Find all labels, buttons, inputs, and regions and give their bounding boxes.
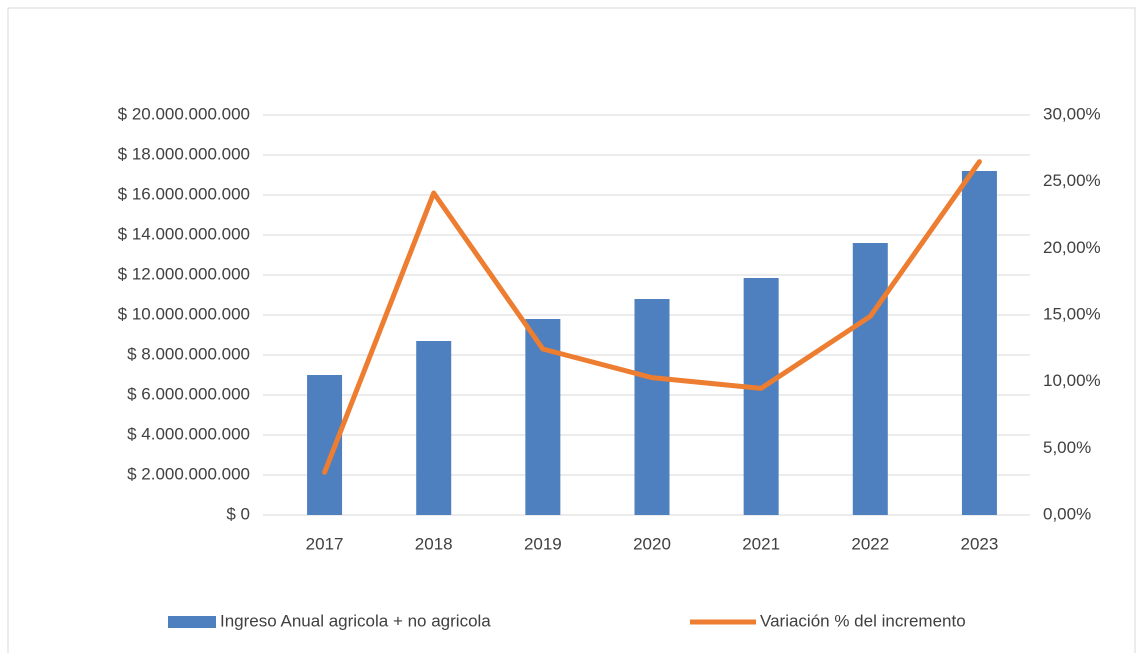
legend-swatch — [168, 616, 216, 628]
y-tick-label: $ 0 — [226, 504, 250, 523]
x-tick-label: 2022 — [851, 534, 889, 553]
y2-tick-label: 10,00% — [1043, 371, 1101, 390]
y2-tick-label: 0,00% — [1043, 504, 1091, 523]
legend-label: Variación % del incremento — [760, 611, 966, 630]
y-tick-label: $ 6.000.000.000 — [127, 384, 250, 403]
x-tick-label: 2020 — [633, 534, 671, 553]
x-tick-label: 2023 — [961, 534, 999, 553]
legend-label: Ingreso Anual agricola + no agricola — [220, 611, 491, 630]
bar — [416, 341, 452, 515]
y2-tick-label: 5,00% — [1043, 438, 1091, 457]
y2-tick-label: 20,00% — [1043, 238, 1101, 257]
line — [322, 159, 982, 475]
x-tick-label: 2019 — [524, 534, 562, 553]
y-tick-label: $ 2.000.000.000 — [127, 464, 250, 483]
y2-tick-label: 15,00% — [1043, 304, 1101, 323]
y-tick-label: $ 18.000.000.000 — [118, 144, 250, 163]
bar — [634, 299, 670, 515]
bar — [852, 243, 888, 515]
y-tick-label: $ 14.000.000.000 — [118, 224, 250, 243]
bar — [743, 278, 779, 515]
y2-tick-label: 30,00% — [1043, 104, 1101, 123]
y-tick-label: $ 12.000.000.000 — [118, 264, 250, 283]
y-tick-label: $ 10.000.000.000 — [118, 304, 250, 323]
y-tick-label: $ 8.000.000.000 — [127, 344, 250, 363]
x-tick-label: 2021 — [742, 534, 780, 553]
x-tick-label: 2017 — [306, 534, 344, 553]
x-tick-label: 2018 — [415, 534, 453, 553]
y2-tick-label: 25,00% — [1043, 171, 1101, 190]
y-tick-label: $ 20.000.000.000 — [118, 104, 250, 123]
chart-border — [7, 7, 1136, 658]
bar — [961, 171, 997, 515]
y-tick-label: $ 4.000.000.000 — [127, 424, 250, 443]
y-tick-label: $ 16.000.000.000 — [118, 184, 250, 203]
